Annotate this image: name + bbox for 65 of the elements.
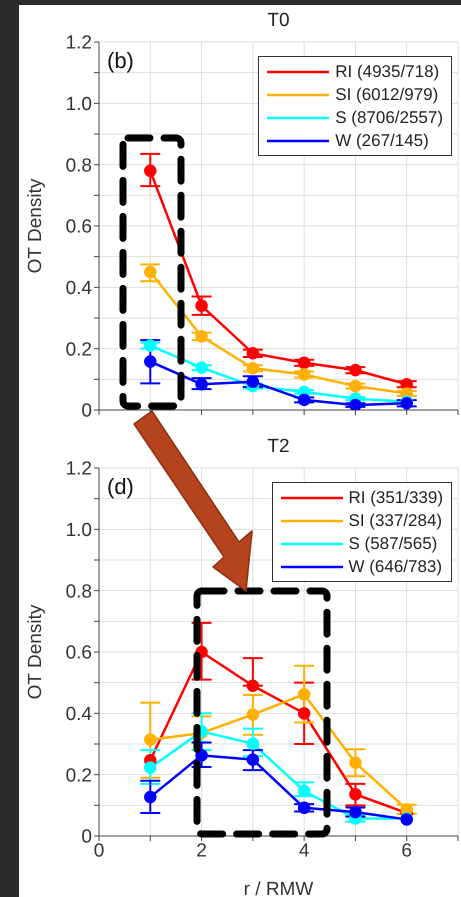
point (195, 299, 208, 312)
y-tick-label: 1.2 (66, 32, 92, 54)
point (298, 707, 310, 720)
point (246, 376, 260, 388)
legend-label: S (587/565) (348, 533, 438, 555)
point (144, 733, 157, 746)
point (349, 756, 362, 769)
point (246, 753, 260, 766)
x-tick-label: 2 (196, 840, 207, 862)
point (298, 688, 310, 701)
point (349, 364, 362, 376)
y-axis-title: OT Density (25, 178, 46, 274)
legend-label: S (8706/2557) (335, 107, 443, 129)
annotation: (b) (107, 48, 134, 74)
legend-label: SI (337/284) (348, 510, 442, 532)
y-tick-label: 0 (81, 826, 92, 848)
annotation: (d) (107, 474, 134, 500)
point (195, 378, 208, 390)
point (349, 398, 362, 410)
legend-label: RI (4935/718) (335, 61, 440, 83)
y-tick-label: 0.6 (66, 642, 92, 664)
point (298, 368, 310, 381)
y-tick-label: 0.4 (66, 278, 92, 300)
legend-label: W (646/783) (348, 556, 442, 578)
point (246, 708, 260, 721)
point (144, 761, 157, 774)
y-tick-label: 1.0 (66, 94, 92, 116)
point (246, 737, 260, 750)
point (144, 355, 157, 368)
y-tick-label: 0.6 (66, 216, 92, 238)
point (144, 164, 157, 178)
y-tick-label: 0.4 (66, 704, 92, 726)
point (144, 790, 157, 804)
point (144, 266, 157, 278)
point (298, 356, 310, 370)
point (400, 378, 413, 390)
y-tick-label: 0 (81, 400, 92, 422)
point (298, 394, 310, 406)
y-tick-label: 0.2 (66, 765, 92, 786)
y-tick-label: 0.8 (66, 155, 92, 176)
legend-label: SI (6012/979) (335, 84, 438, 106)
point (349, 380, 362, 392)
point (246, 679, 260, 692)
point (349, 788, 362, 801)
point (246, 362, 260, 375)
point (298, 784, 310, 798)
chart-title: T2 (266, 436, 291, 458)
point (246, 347, 260, 360)
x-tick-label: 4 (298, 840, 310, 862)
legend-label: RI (351/339) (348, 487, 443, 509)
y-axis-title: OT Density (25, 604, 46, 700)
point (195, 330, 208, 343)
y-tick-label: 0.2 (66, 339, 92, 360)
point (195, 749, 208, 762)
point (349, 806, 362, 818)
point (298, 802, 310, 814)
x-tick-label: 6 (401, 840, 412, 862)
point (144, 339, 157, 352)
y-tick-label: 1.2 (66, 458, 92, 480)
legend-label: W (267/145) (335, 130, 429, 152)
x-axis-title: r / RMW (244, 879, 314, 897)
point (195, 361, 208, 374)
y-tick-label: 1.0 (66, 520, 92, 542)
y-tick-label: 0.8 (66, 581, 92, 602)
chart-title: T0 (266, 10, 291, 32)
